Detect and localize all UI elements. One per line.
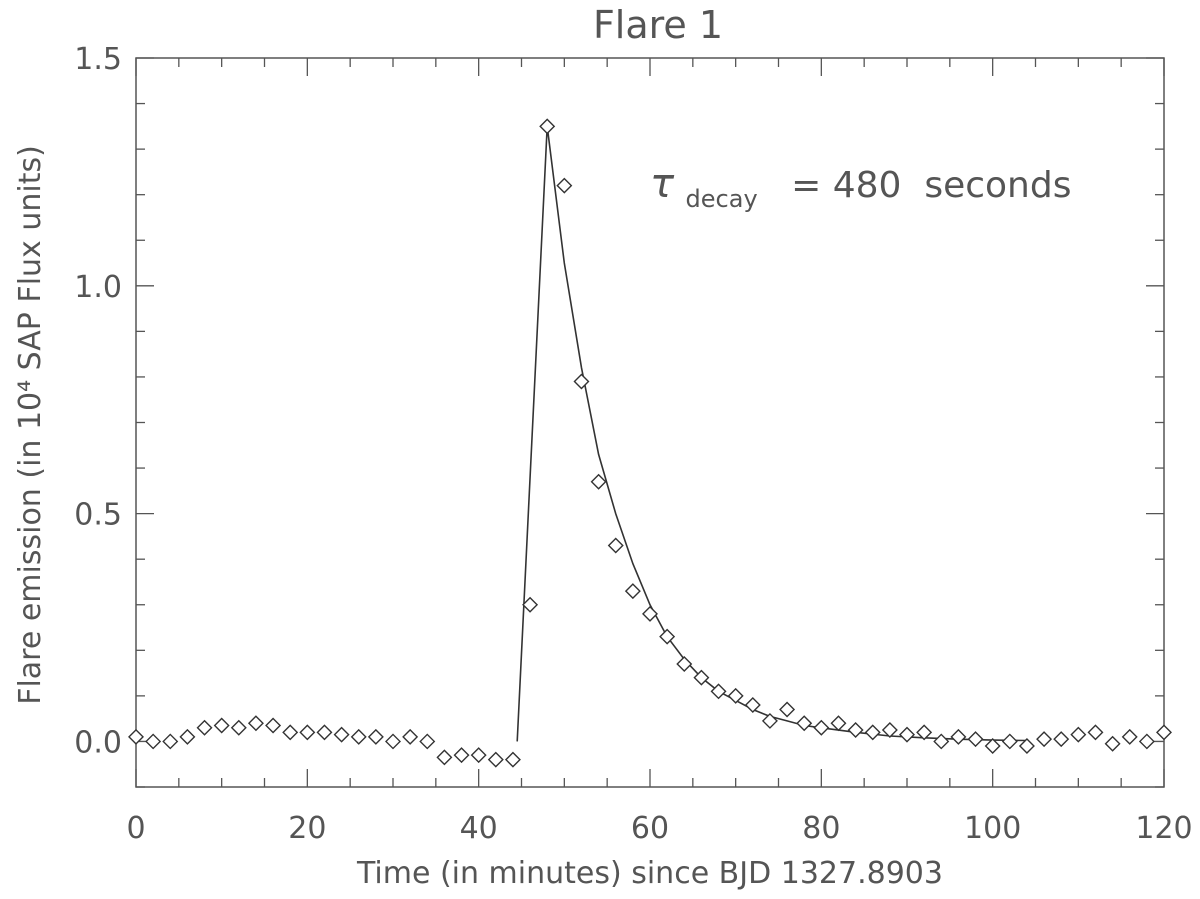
data-point <box>642 605 658 622</box>
data-point <box>247 715 264 732</box>
data-point <box>1001 733 1018 750</box>
data-point <box>813 719 830 736</box>
data-point <box>847 722 864 739</box>
x-tick-label: 20 <box>288 811 326 846</box>
x-tick-label: 100 <box>964 811 1021 846</box>
data-point <box>145 733 162 750</box>
data-point <box>333 726 350 743</box>
data-point <box>950 728 967 745</box>
chart-title: Flare 1 <box>593 3 723 47</box>
decay-fit-curve <box>516 126 1027 742</box>
data-point <box>727 687 744 704</box>
data-point <box>881 722 898 739</box>
data-point <box>299 724 316 741</box>
data-point <box>350 728 367 745</box>
tau-symbol: τ <box>650 161 675 207</box>
data-point <box>1121 728 1138 745</box>
data-point <box>590 473 607 490</box>
data-point <box>1018 738 1035 754</box>
data-point <box>1156 724 1172 741</box>
data-point <box>864 724 881 741</box>
y-tick-label: 0.0 <box>74 725 122 760</box>
data-point <box>128 728 144 745</box>
data-point <box>967 731 984 748</box>
data-point <box>402 728 419 745</box>
tau-value-text: = 480 seconds <box>791 165 1071 206</box>
data-point <box>556 177 573 194</box>
data-point <box>539 118 556 135</box>
y-axis-label: Flare emission (in 10⁴ SAP Flux units) <box>13 145 48 705</box>
data-point <box>504 751 521 768</box>
data-point <box>624 583 641 600</box>
data-point <box>196 719 213 736</box>
data-point <box>436 749 453 766</box>
axis-ticks <box>135 57 1165 788</box>
data-point <box>367 728 384 745</box>
data-point <box>453 747 470 764</box>
data-point <box>693 669 710 686</box>
x-tick-label: 40 <box>460 811 498 846</box>
data-point <box>213 717 230 734</box>
data-point <box>1104 735 1121 752</box>
data-point <box>607 537 624 554</box>
data-point <box>385 733 401 750</box>
data-point <box>419 733 436 750</box>
tau-subscript: decay <box>686 185 758 213</box>
data-point <box>1070 726 1087 743</box>
data-point <box>1036 731 1053 748</box>
data-point <box>984 738 1001 754</box>
x-tick-label: 60 <box>631 811 669 846</box>
y-tick-label: 1.0 <box>74 270 122 305</box>
data-point <box>265 717 282 734</box>
data-points <box>128 118 1172 768</box>
data-point <box>230 719 247 736</box>
data-point <box>933 733 950 750</box>
data-point <box>744 696 761 713</box>
data-point <box>282 724 299 741</box>
data-point <box>179 728 196 745</box>
data-point <box>316 724 333 741</box>
data-point <box>162 733 179 750</box>
data-point <box>761 712 778 729</box>
data-point <box>573 373 590 390</box>
x-axis-label: Time (in minutes) since BJD 1327.8903 <box>356 856 943 891</box>
data-point <box>916 724 933 741</box>
data-point <box>779 701 796 718</box>
data-point <box>1053 731 1070 748</box>
data-point <box>1138 733 1155 750</box>
data-point <box>676 655 693 672</box>
data-point <box>522 596 539 613</box>
tick-labels: 0 20 40 60 80 100 120 0.0 0.5 1.0 1.5 <box>74 42 1192 846</box>
y-tick-label: 1.5 <box>74 42 122 77</box>
x-tick-label: 120 <box>1135 811 1192 846</box>
data-point <box>899 726 915 743</box>
tau-decay-annotation: τ decay = 480 seconds <box>650 161 1071 216</box>
x-tick-label: 80 <box>802 811 840 846</box>
data-point <box>487 751 504 768</box>
x-tick-label: 0 <box>126 811 145 846</box>
data-point <box>659 628 676 645</box>
data-point <box>470 747 487 764</box>
data-point <box>1087 724 1104 741</box>
fit-curve-group <box>516 126 1027 742</box>
data-point <box>710 683 727 700</box>
data-point <box>830 715 847 732</box>
y-tick-label: 0.5 <box>74 498 122 533</box>
data-point <box>796 715 813 732</box>
